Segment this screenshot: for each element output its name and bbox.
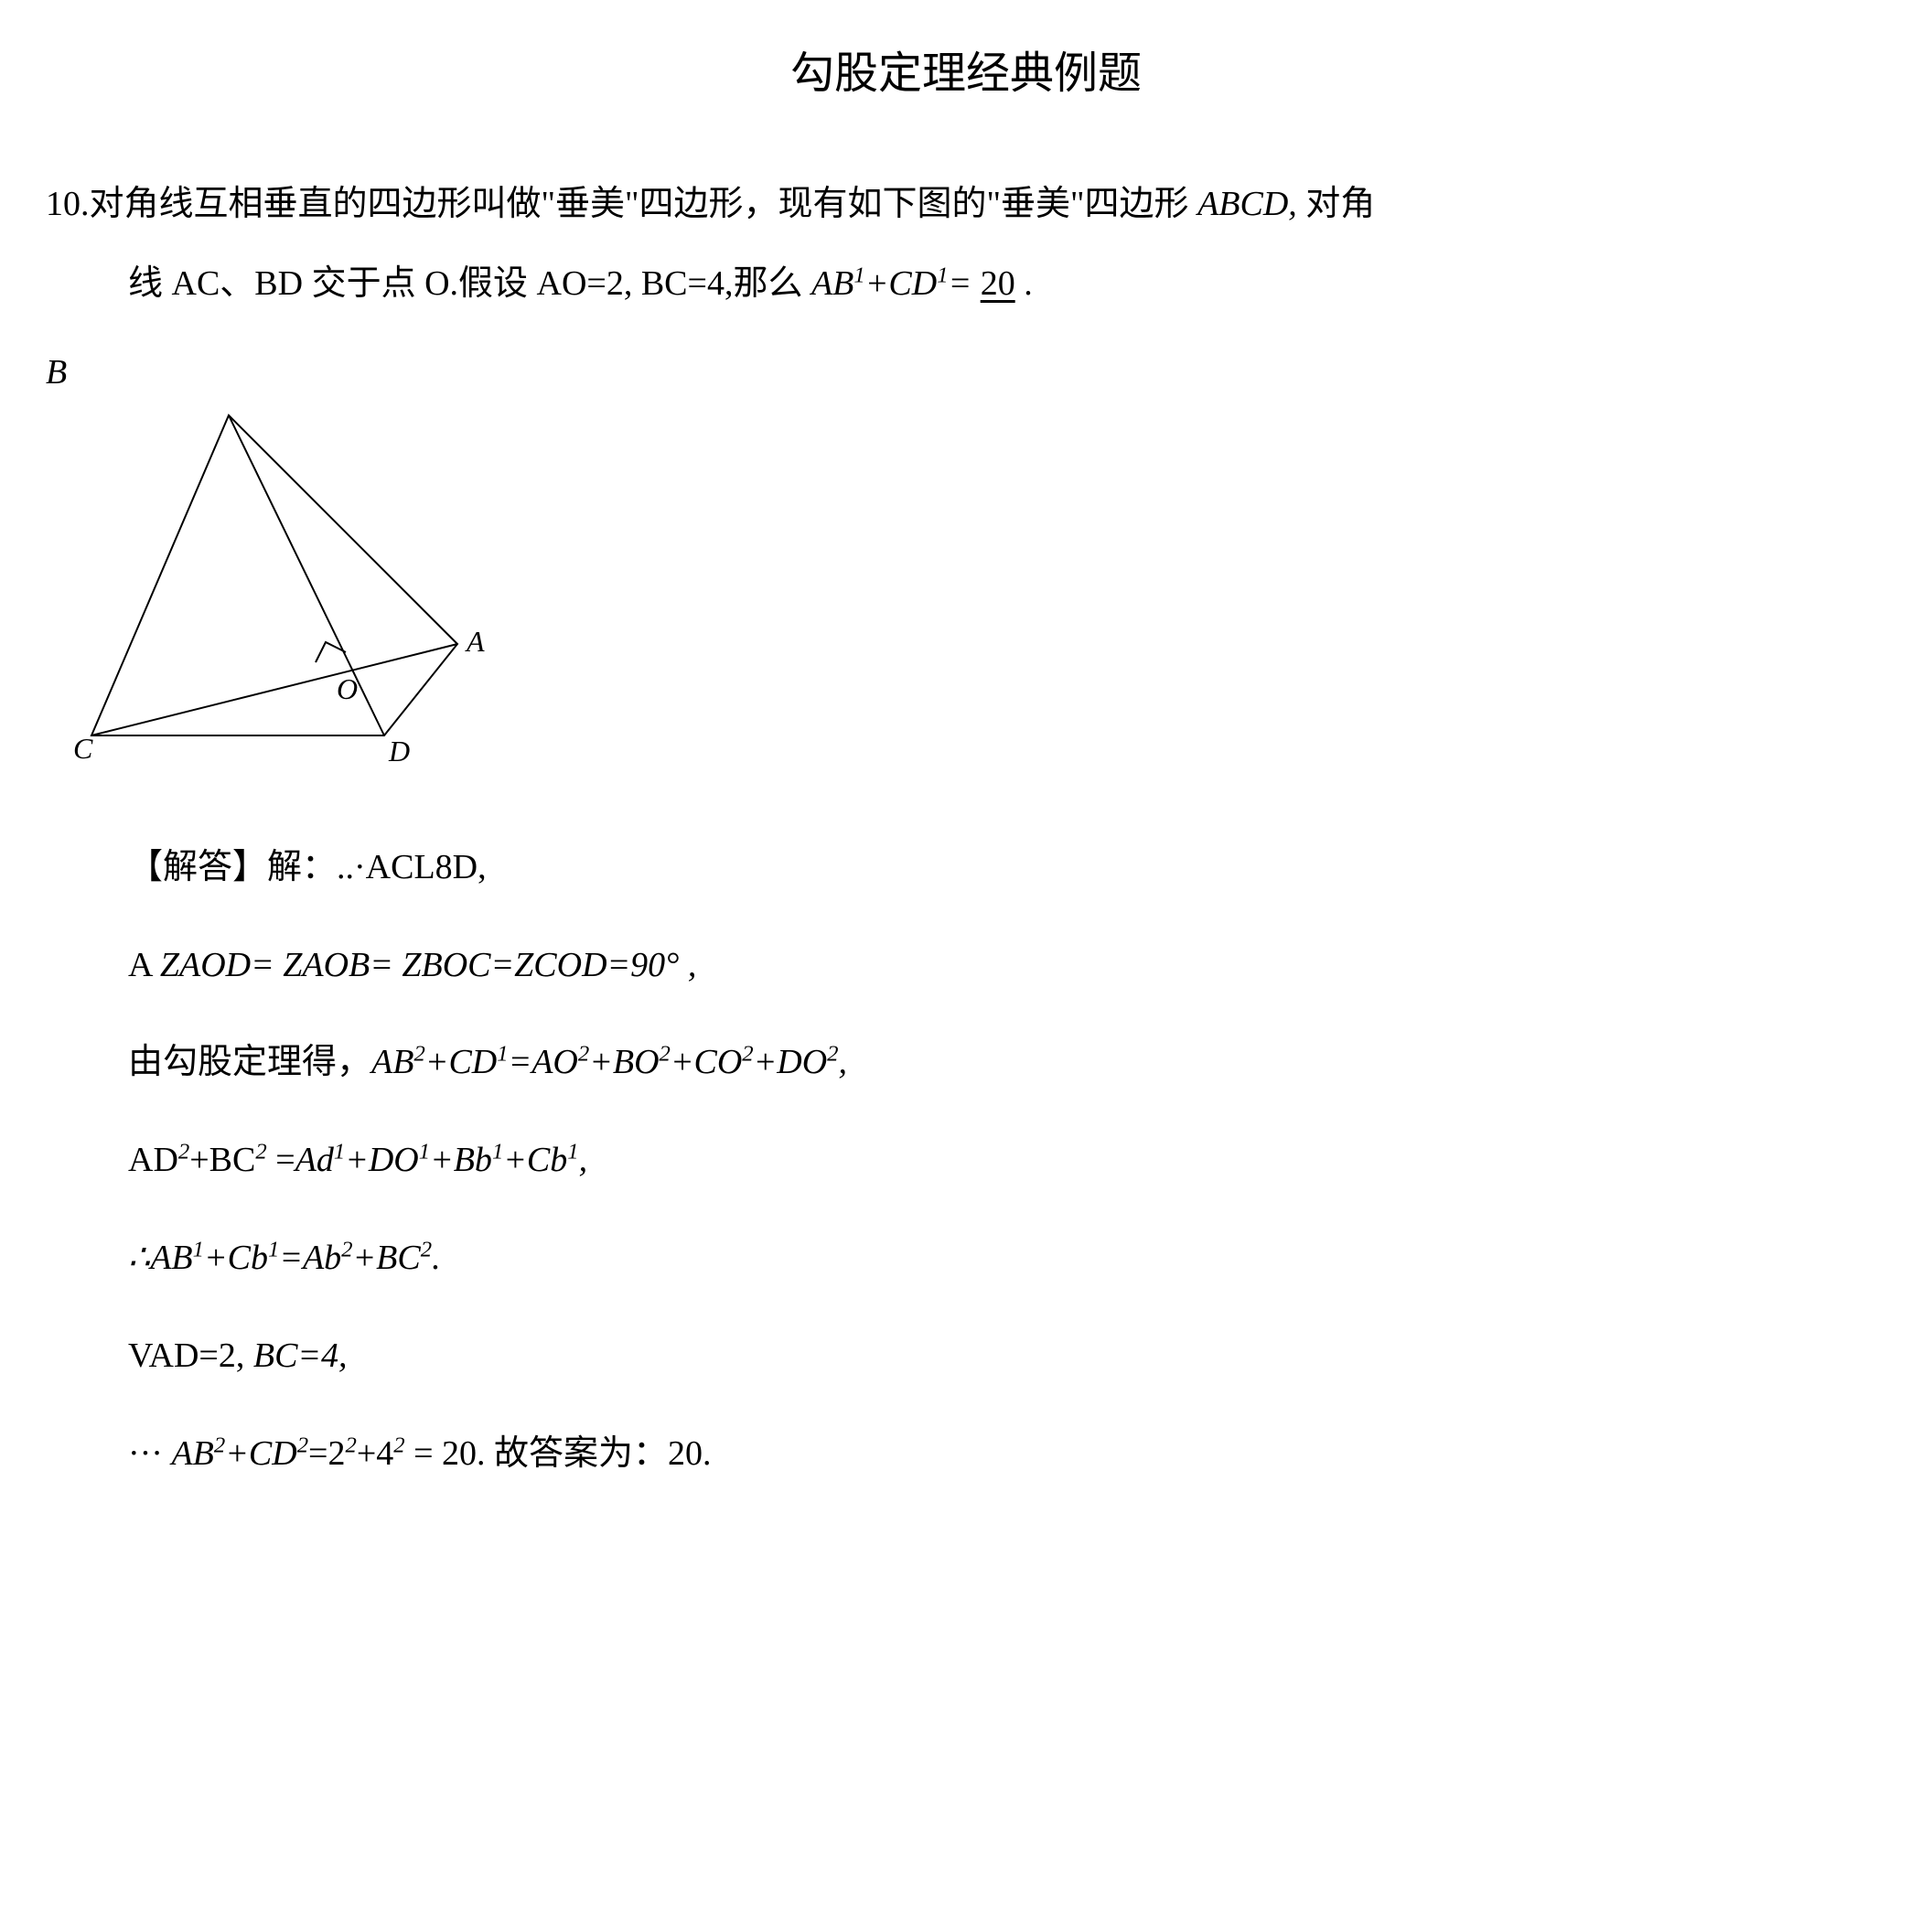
problem-line-1: 10.对角线互相垂直的四边形叫做"垂美"四边形，现有如下图的"垂美"四边形 AB…: [46, 165, 1886, 244]
text-segment: =Ab: [279, 1239, 341, 1277]
text-period: .: [1015, 264, 1033, 303]
problem-line-2: 线 AC、BD 交于点 O.假设 AO=2, BC=4,那么 AB1+CD1= …: [46, 244, 1886, 324]
exp-2: 2: [742, 1042, 753, 1067]
text-segment: +CD: [425, 1043, 497, 1081]
text-segment: 【解答】解：..·ACL8D,: [128, 848, 487, 886]
exp-2: 2: [341, 1237, 352, 1261]
problem-text: 10.对角线互相垂直的四边形叫做"垂美"四边形，现有如下图的"垂美"四边形 AB…: [46, 165, 1886, 325]
text-segment: = 20. 故答案为：20.: [405, 1434, 712, 1473]
exp-1: 1: [334, 1140, 345, 1165]
text-segment: +Bb: [430, 1141, 492, 1179]
text-segment: 线 AC、BD 交于点 O.假设 AO=2, BC=4,那么: [128, 264, 811, 303]
problem-number: 10.: [46, 185, 90, 223]
text-segment: VAD=2,: [128, 1336, 253, 1375]
exp-1: 1: [937, 263, 948, 288]
text-segment: AB: [371, 1043, 413, 1081]
text-segment: =: [267, 1141, 295, 1179]
text-segment: Ad: [295, 1141, 334, 1179]
text-segment: ∴: [128, 1239, 150, 1277]
text-segment: ,: [839, 1043, 848, 1081]
text-segment: ···: [128, 1434, 171, 1473]
solution-line-5: ∴AB1+Cb1=Ab2+BC2.: [128, 1213, 1886, 1304]
text-segment: ,: [579, 1141, 588, 1179]
text-segment: +DO: [754, 1043, 828, 1081]
exp-1: 1: [567, 1140, 578, 1165]
exp-1: 1: [268, 1237, 279, 1261]
answer-blank: 20: [981, 264, 1015, 303]
solution-line-6: VAD=2, BC=4,: [128, 1311, 1886, 1401]
text-segment: +Cb: [503, 1141, 567, 1179]
exp-1: 1: [193, 1237, 204, 1261]
text-segment: 对角: [1305, 185, 1375, 223]
diagonal-bd: [229, 415, 384, 735]
solution-line-3: 由勾股定理得，AB2+CD1=AO2+BO2+CO2+DO2,: [128, 1017, 1886, 1108]
exp-1: 1: [419, 1140, 430, 1165]
geometry-diagram: A C D O: [73, 397, 1886, 786]
solution-line-1: 【解答】解：..·ACL8D,: [128, 822, 1886, 913]
exp-2: 2: [345, 1433, 356, 1457]
text-segment: AB: [150, 1239, 192, 1277]
text-segment: BC=4,: [253, 1336, 348, 1375]
problem-block: 10.对角线互相垂直的四边形叫做"垂美"四边形，现有如下图的"垂美"四边形 AB…: [46, 165, 1886, 325]
solution-line-4: AD2+BC2 =Ad1+DO1+Bb1+Cb1,: [128, 1115, 1886, 1206]
text-segment: +4: [357, 1434, 393, 1473]
exp-2: 2: [255, 1140, 266, 1165]
text-segment: 由勾股定理得，: [128, 1043, 371, 1081]
exp-2: 2: [660, 1042, 671, 1067]
text-segment: +CD: [225, 1434, 296, 1473]
label-d: D: [388, 735, 410, 767]
exp-1: 1: [492, 1140, 503, 1165]
exp-2: 2: [178, 1140, 189, 1165]
label-o: O: [337, 672, 358, 705]
exp-2: 2: [578, 1042, 589, 1067]
exp-2: 2: [421, 1237, 432, 1261]
exp-2: 2: [827, 1042, 838, 1067]
text-segment: =AO: [509, 1043, 578, 1081]
quadrilateral-bacd: [91, 415, 457, 735]
page-title: 勾股定理经典例题: [46, 37, 1886, 101]
text-cd: +CD: [865, 264, 937, 303]
text-segment: AD: [128, 1141, 178, 1179]
solution-line-7: ··· AB2+CD2=22+42 = 20. 故答案为：20.: [128, 1409, 1886, 1499]
text-segment: A: [128, 946, 160, 984]
text-segment: +BO: [589, 1043, 659, 1081]
diagonal-ca: [91, 644, 457, 735]
exp-1: 1: [853, 263, 864, 288]
text-segment: +BC: [353, 1239, 421, 1277]
exp-2: 2: [413, 1042, 424, 1067]
text-ab: AB: [811, 264, 853, 303]
exp-2: 2: [214, 1433, 225, 1457]
text-segment: +BC: [189, 1141, 255, 1179]
text-abcd: ABCD,: [1197, 185, 1305, 223]
text-segment: +CO: [671, 1043, 742, 1081]
exp-1: 1: [497, 1042, 508, 1067]
text-segment: ZAOD= ZAOB= ZBOC=ZCOD=90° ,: [160, 946, 697, 984]
exp-2: 2: [297, 1433, 308, 1457]
solution-block: 【解答】解：..·ACL8D, A ZAOD= ZAOB= ZBOC=ZCOD=…: [46, 822, 1886, 1499]
label-a: A: [465, 625, 485, 658]
text-segment: =2: [308, 1434, 345, 1473]
text-segment: +DO: [345, 1141, 419, 1179]
solution-line-2: A ZAOD= ZAOB= ZBOC=ZCOD=90° ,: [128, 920, 1886, 1011]
text-segment: +Cb: [204, 1239, 268, 1277]
label-c: C: [73, 732, 93, 765]
text-equals: =: [949, 264, 981, 303]
text-segment: .: [432, 1239, 441, 1277]
label-b-outer: B: [46, 352, 1886, 392]
text-segment: 对角线互相垂直的四边形叫做"垂美"四边形，现有如下图的"垂美"四边形: [90, 185, 1198, 223]
exp-2: 2: [393, 1433, 404, 1457]
text-segment: AB: [171, 1434, 213, 1473]
